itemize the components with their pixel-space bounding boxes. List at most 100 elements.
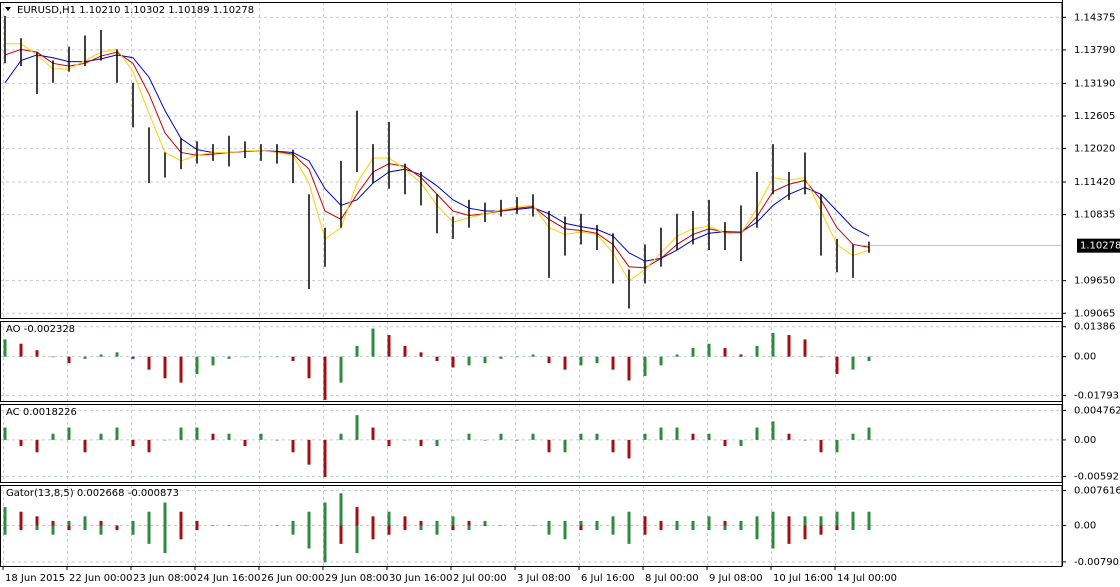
histogram-bar	[115, 427, 119, 440]
histogram-bar	[563, 439, 567, 453]
gator-bar	[579, 525, 583, 531]
histogram-bar	[483, 356, 487, 364]
histogram-bar	[723, 348, 727, 357]
gator-bar	[627, 511, 631, 526]
gator-bar	[435, 520, 439, 526]
histogram-bar	[419, 439, 423, 447]
gator-bar	[467, 520, 471, 526]
gator-bar	[387, 511, 391, 526]
histogram-bar	[179, 427, 183, 440]
y-tick-label: 0.004762	[1074, 405, 1120, 416]
histogram-bar	[115, 352, 119, 357]
gator-bar	[403, 516, 407, 526]
histogram-bar	[803, 339, 807, 357]
histogram-bar	[691, 348, 695, 357]
gator-bar	[835, 511, 839, 526]
y-tick-label: 1.10835	[1074, 210, 1115, 221]
x-tick-label: 24 Jun 16:00	[197, 573, 261, 584]
gator-bar	[723, 525, 727, 531]
gator-bar	[803, 516, 807, 526]
histogram-bar	[563, 356, 567, 370]
histogram-bar	[387, 439, 391, 447]
gator-bar	[115, 525, 119, 531]
histogram-bar	[19, 439, 23, 447]
gator-bar	[755, 516, 759, 526]
histogram-bar	[323, 356, 327, 400]
gator-bar	[851, 511, 855, 526]
y-tick-label: 0.00	[1074, 435, 1096, 446]
gator-bar	[323, 525, 327, 563]
gator-bar	[867, 525, 871, 531]
histogram-bar	[787, 335, 791, 357]
histogram-bar	[67, 356, 71, 364]
gator-bar	[499, 525, 503, 526]
gator-bar	[387, 525, 391, 535]
panel-title: AC 0.0018226	[6, 407, 77, 418]
histogram-bar	[851, 433, 855, 440]
histogram-bar	[707, 433, 711, 440]
gator-bar	[35, 516, 39, 526]
gator-bar	[99, 520, 103, 526]
y-tick-label: 0.007616	[1074, 485, 1120, 496]
gator-bar	[355, 507, 359, 526]
histogram-bar	[323, 439, 327, 478]
gator-bar	[483, 525, 487, 526]
histogram-bar	[227, 356, 231, 359]
gator-bar	[595, 520, 599, 526]
gator-bar	[147, 511, 151, 526]
gator-bar	[451, 516, 455, 526]
histogram-bar	[403, 439, 407, 441]
histogram-bar	[3, 339, 7, 357]
histogram-bar	[579, 356, 583, 366]
gator-bar	[835, 525, 839, 531]
y-tick-label: 0.01386	[1074, 322, 1115, 333]
gator-bar	[355, 525, 359, 554]
histogram-bar	[531, 433, 535, 440]
x-tick-label: 30 Jun 16:00	[389, 573, 453, 584]
histogram-bar	[275, 356, 279, 358]
gator-bar	[195, 525, 199, 531]
x-tick-label: 3 Jul 08:00	[517, 573, 571, 584]
y-tick-label: 0.00	[1074, 521, 1096, 532]
histogram-bar	[627, 439, 631, 459]
histogram-bar	[99, 354, 103, 357]
gator-bar	[163, 525, 167, 554]
last-price-box	[1077, 238, 1120, 253]
gator-bar	[611, 516, 615, 526]
histogram-bar	[403, 345, 407, 357]
gator-bar	[819, 516, 823, 526]
histogram-bar	[659, 356, 663, 366]
x-tick-label: 9 Jul 08:00	[709, 573, 763, 584]
gator-bar	[291, 525, 295, 535]
y-tick-label: -0.007905	[1074, 557, 1120, 568]
histogram-bar	[19, 343, 23, 357]
histogram-bar	[339, 356, 343, 383]
gator-bar	[483, 520, 487, 526]
gator-bar	[19, 511, 23, 526]
histogram-bar	[83, 356, 87, 359]
x-tick-label: 2 Jul 00:00	[453, 573, 507, 584]
histogram-bar	[35, 350, 39, 357]
x-tick-label: 26 Jun 00:00	[261, 573, 325, 584]
gator-bar	[3, 525, 7, 535]
menu-arrow	[5, 7, 11, 11]
gator-bar	[307, 525, 311, 549]
histogram-bar	[211, 356, 215, 366]
gator-bar	[707, 525, 711, 531]
x-tick-label: 23 Jun 08:00	[133, 573, 197, 584]
panel-title: AO -0.002328	[6, 324, 75, 335]
y-tick-label: 1.09065	[1074, 308, 1115, 319]
histogram-bar	[707, 343, 711, 357]
gator-bar	[339, 525, 343, 544]
histogram-bar	[131, 356, 135, 359]
histogram-bar	[35, 439, 39, 453]
histogram-bar	[579, 433, 583, 440]
gator-bar	[339, 493, 343, 526]
histogram-bar	[835, 356, 839, 374]
histogram-bar	[307, 356, 311, 379]
histogram-bar	[867, 356, 871, 361]
histogram-bar	[611, 439, 615, 453]
x-tick-label: 6 Jul 16:00	[581, 573, 635, 584]
histogram-bar	[851, 356, 855, 370]
histogram-bar	[195, 427, 199, 440]
